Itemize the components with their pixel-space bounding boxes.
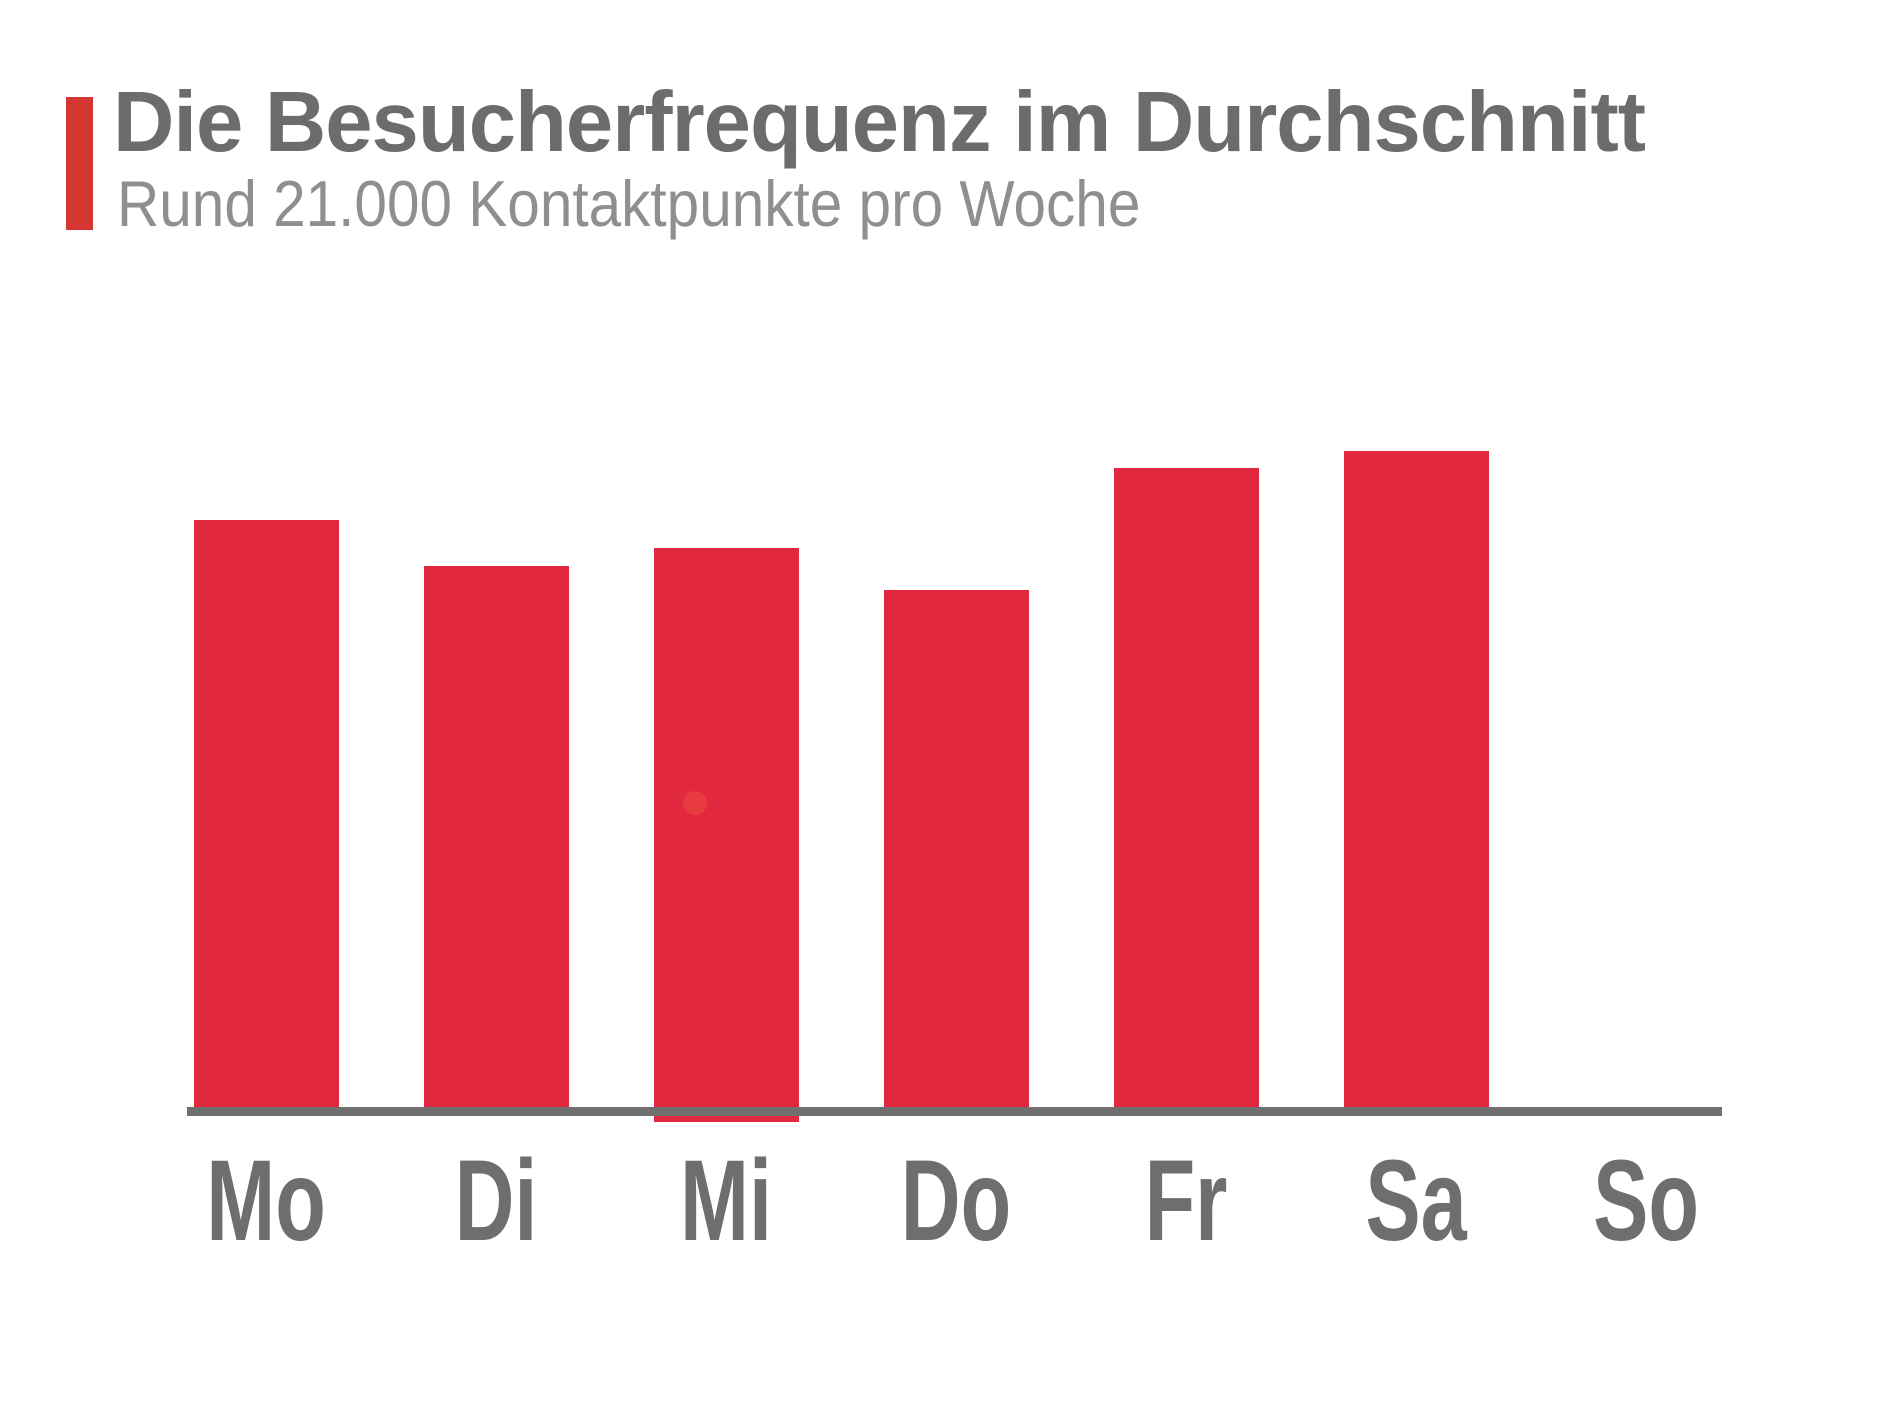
bar-artifact-dot: [683, 791, 707, 815]
title-accent-bar: [66, 97, 93, 230]
x-axis-label-sa: Sa: [1365, 1137, 1467, 1265]
bar-sa: [1343, 451, 1489, 1112]
bar-di: [423, 566, 569, 1112]
x-axis-label-do: Do: [900, 1137, 1012, 1265]
page-title: Die Besucherfrequenz im Durchschnitt: [113, 75, 1646, 170]
x-axis-label-mo: Mo: [206, 1137, 326, 1265]
x-axis-line: [187, 1107, 1722, 1116]
x-axis-label-di: Di: [454, 1137, 538, 1265]
x-axis-label-so: So: [1593, 1137, 1699, 1265]
bar-mo: [193, 520, 339, 1112]
bar-mi: [653, 548, 799, 1122]
page-subtitle: Rund 21.000 Kontaktpunkte pro Woche: [117, 167, 1141, 240]
x-axis-label-mi: Mi: [680, 1137, 772, 1265]
x-axis-label-fr: Fr: [1144, 1137, 1228, 1265]
bar-do: [883, 590, 1029, 1112]
bar-fr: [1113, 468, 1259, 1112]
